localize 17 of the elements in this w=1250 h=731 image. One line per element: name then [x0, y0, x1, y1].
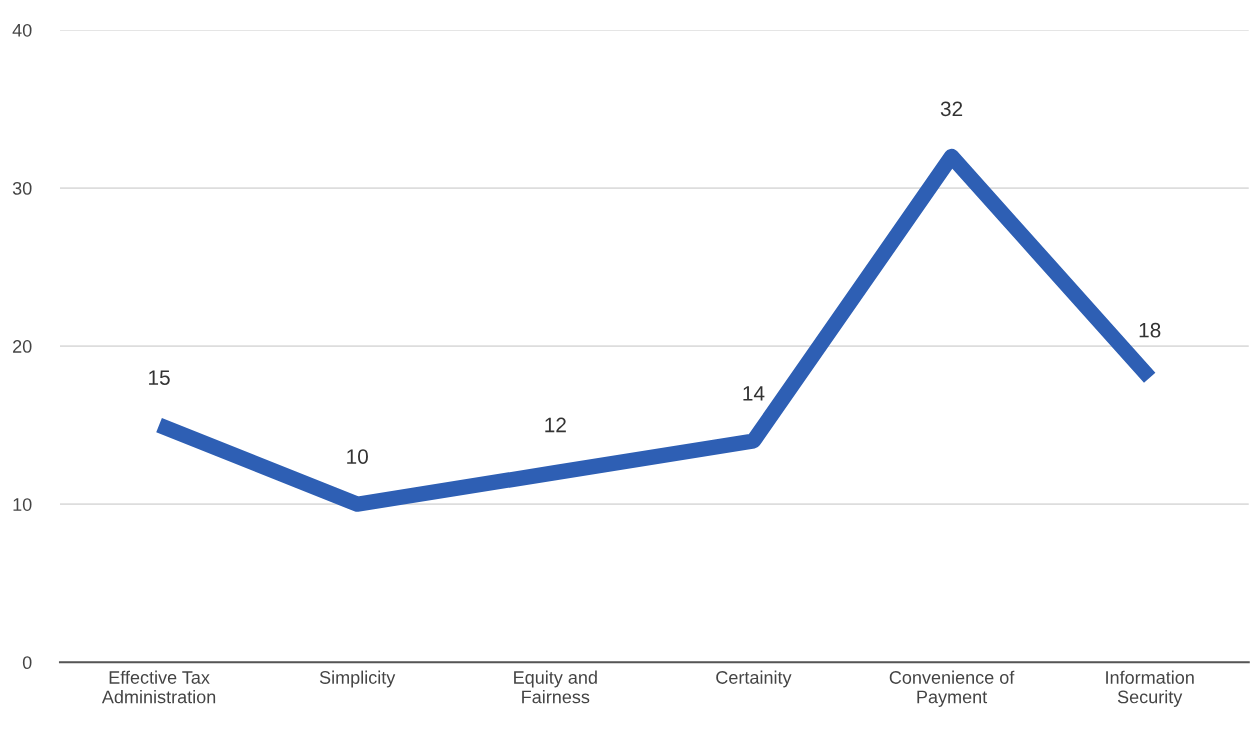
y-tick-label: 10 [13, 498, 32, 511]
data-label: 15 [149, 370, 170, 385]
x-tick-label: Convenience of Payment [889, 670, 1015, 707]
y-tick-label: 40 [12, 23, 32, 37]
data-label: 32 [940, 101, 963, 117]
y-tick-label: 20 [13, 340, 32, 353]
data-label: 10 [347, 449, 368, 464]
x-tick-label: Equity and Fairness [514, 670, 597, 704]
data-label: 14 [743, 386, 765, 401]
y-tick-label: 0 [22, 656, 32, 670]
data-label: 18 [1139, 322, 1161, 338]
x-tick-label: Effective Tax Administration [101, 670, 216, 704]
data-label: 12 [545, 417, 566, 433]
x-tick-label: Simplicity [319, 670, 396, 688]
y-tick-label: 30 [12, 181, 32, 195]
x-tick-label: Information Security [1106, 670, 1194, 707]
x-tick-label: Certainity [716, 670, 792, 688]
